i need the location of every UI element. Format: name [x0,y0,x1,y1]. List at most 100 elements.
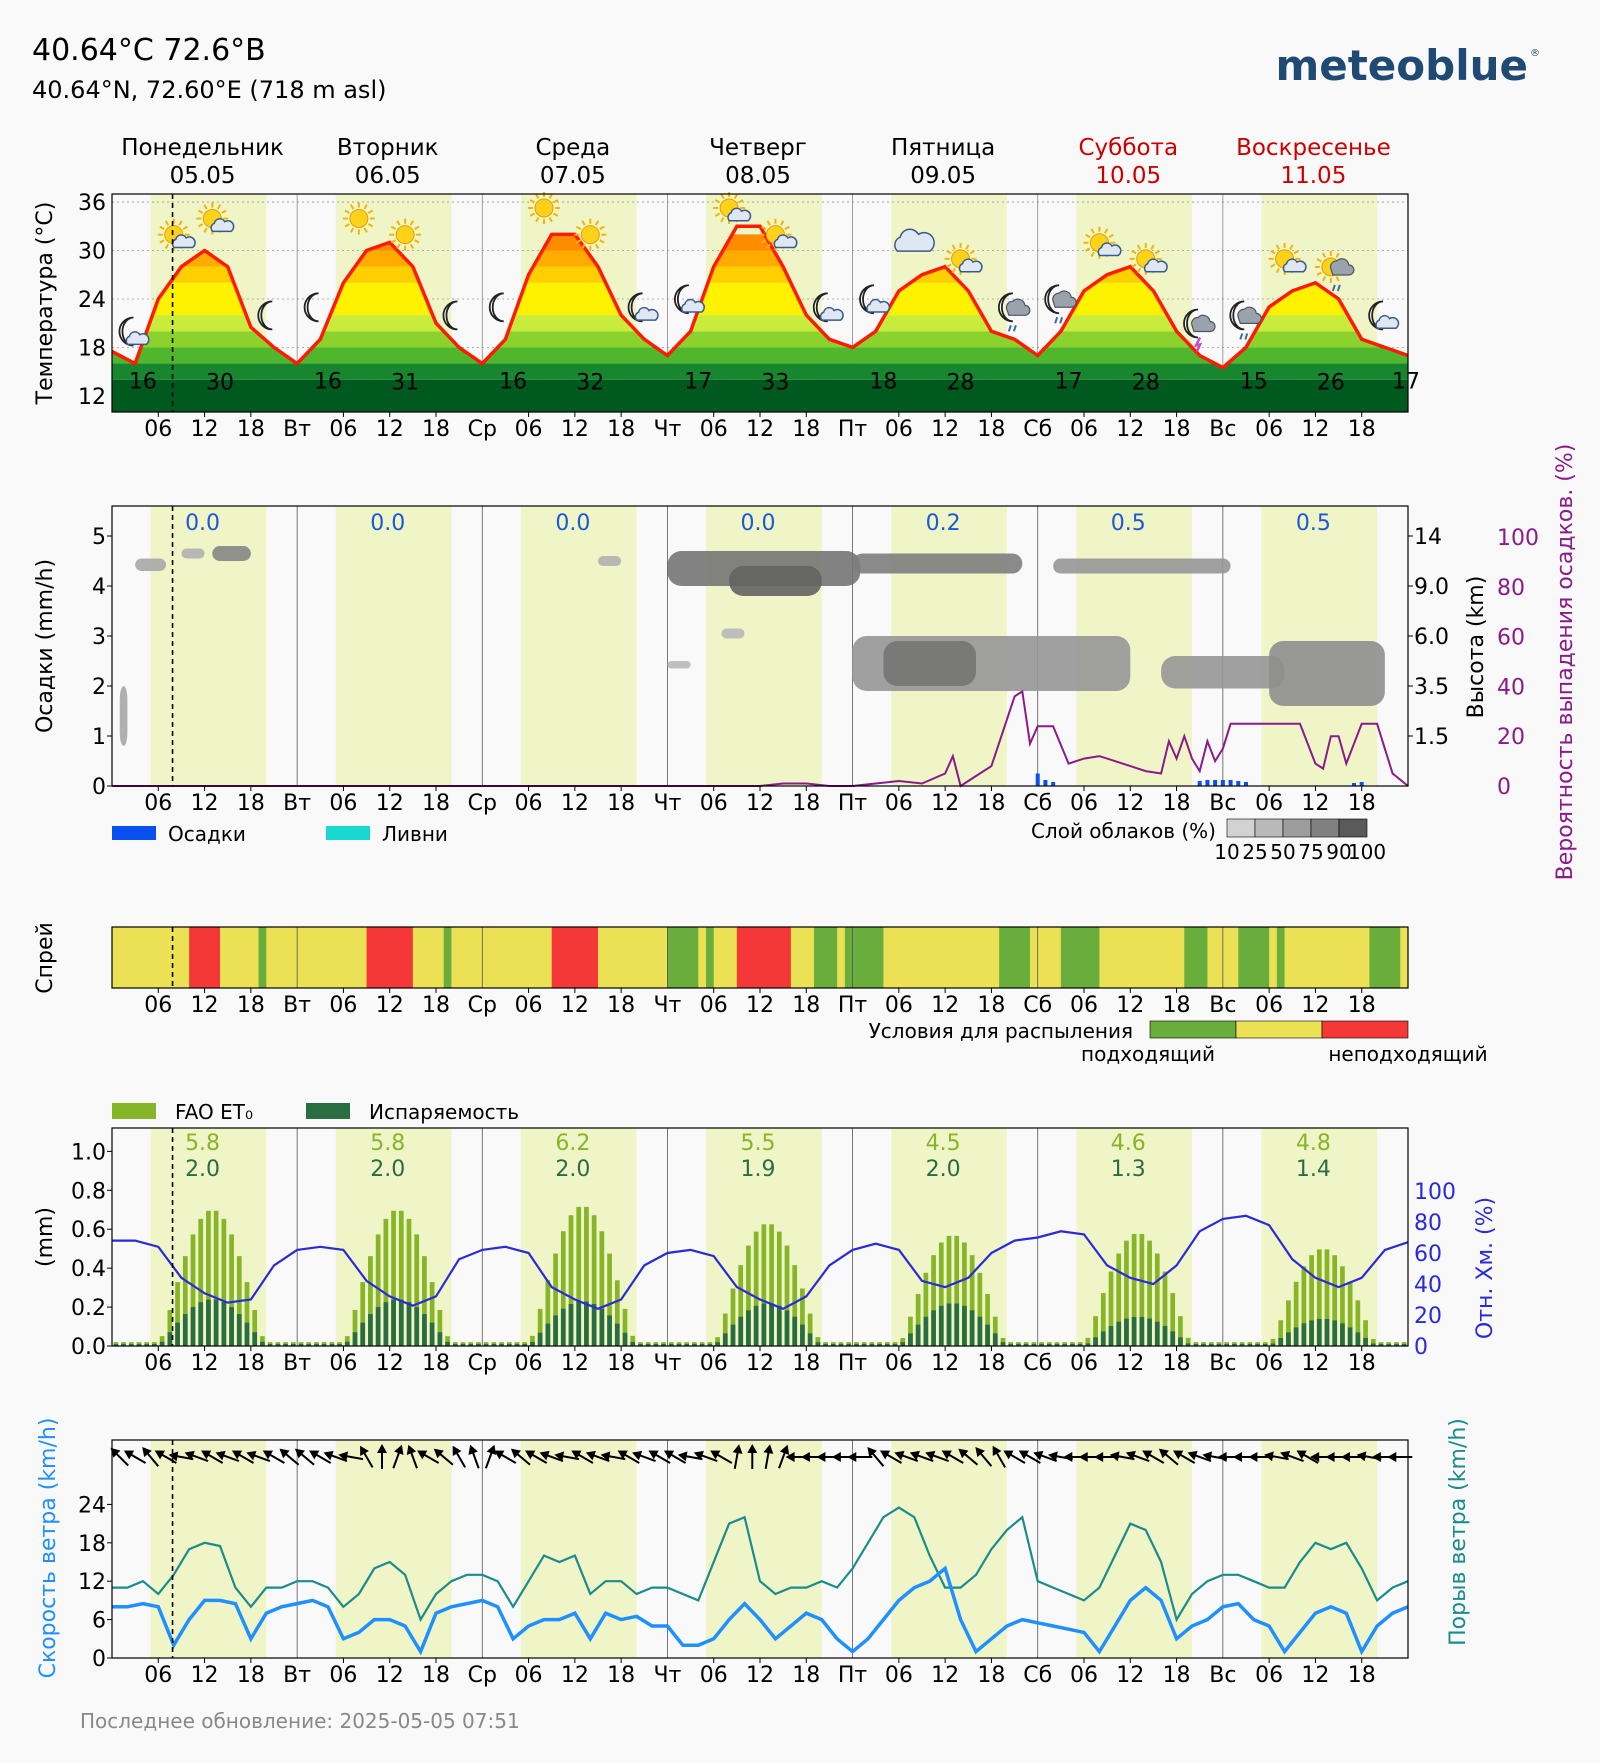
spray-segment [698,927,707,988]
spray-segment [1060,927,1100,988]
et0-bar [414,1234,420,1346]
arrow-head [154,1450,166,1460]
arrow-head [1325,1452,1335,1462]
hour-tick-label: 12 [191,791,219,816]
y-tick-label: 3 [92,625,106,650]
spray-segment [814,927,838,988]
evaporation-bar [1401,1344,1407,1346]
wind-speed-axis-label: Скорость ветра (km/h) [36,1418,61,1679]
et0-bar [607,1253,612,1346]
evaporation-bar [213,1299,219,1346]
wind-direction-arrow [433,1448,454,1466]
arrow-head [262,1450,274,1460]
evaporation-bar [1270,1343,1276,1346]
daily-et0-total: 6.2 [555,1131,590,1156]
et0-bar [252,1309,258,1346]
hour-tick-label: 18 [792,417,820,442]
meteoblue-logo[interactable]: meteoblue [1275,41,1528,90]
cloud-legend-swatch [1282,818,1312,838]
height-tick-label: 6.0 [1414,625,1449,650]
wind-direction-arrow [279,1448,300,1466]
hour-tick-label: 18 [237,993,265,1018]
moon-shape [257,300,273,331]
evaporation-bar [1293,1327,1299,1346]
evaporation-bar [236,1314,242,1346]
hour-tick-label: 18 [792,1351,820,1376]
day-tick-label: Сб [1023,993,1052,1018]
cloud-shape [1282,258,1307,273]
hour-tick-label: 06 [1255,993,1283,1018]
hour-tick-label: 12 [1116,1351,1144,1376]
hour-tick-label: 06 [329,417,357,442]
sun-ray [1131,250,1137,255]
arrow-head [433,1448,444,1459]
hour-tick-label: 18 [607,791,635,816]
temperature-band [112,234,1408,251]
cloud-layer [135,558,166,571]
wind-direction-arrow [539,1450,564,1463]
evaporation-bar [815,1342,821,1346]
cloud-legend-swatch [1310,818,1340,838]
hour-tick-label: 18 [1163,791,1191,816]
daily-evaporation-total: 1.9 [741,1157,776,1182]
daylight-band [520,1440,637,1658]
spray-segment [1238,927,1270,988]
hour-tick-label: 06 [144,1351,172,1376]
spray-segment [883,927,1000,988]
et0-bar [560,1231,566,1346]
hour-tick-label: 18 [792,1663,820,1688]
et0-bar [1286,1300,1291,1346]
day-tick-label: Ср [468,1351,497,1376]
evaporation-bar [452,1344,458,1346]
moon-cloud-icon [627,292,659,323]
evaporation-bar [977,1316,983,1346]
y-tick-label: 30 [78,240,106,265]
evaporation-bar [645,1344,651,1346]
cloud-shape [1097,242,1122,257]
moon-shape [1229,300,1245,331]
sun-ray [969,250,975,255]
arrow-head [1142,1450,1153,1460]
sun-ray [529,199,535,204]
sun-ray [766,220,771,226]
sun-ray [1316,271,1322,276]
cloud-legend-tick: 90 [1326,840,1351,864]
cloud-shape [171,234,196,249]
precipitation-bar [1359,782,1364,786]
sun-ray [535,193,540,199]
cloud-legend-tick: 25 [1242,840,1267,864]
sun-ray [349,204,355,210]
cloud-legend-swatch [1338,818,1368,838]
sun-icon [389,218,422,251]
arrow-head [801,1452,810,1462]
sun-cloud-icon [1268,242,1307,275]
sun-ray [367,223,374,228]
spray-legend-medium [1235,1020,1323,1039]
probability-tick-label: 60 [1497,626,1525,651]
wind-direction-arrow [417,1450,440,1464]
spray-segment [1030,927,1062,988]
wind-direction-arrow [1003,1450,1026,1464]
sun-ray [1321,275,1327,282]
hour-tick-label: 18 [1348,417,1376,442]
evaporation-bar [445,1341,450,1346]
wind-direction-arrow [406,1444,418,1469]
arrow-head [975,1447,985,1458]
daily-precipitation-total: 0.5 [1296,511,1331,536]
hour-tick-label: 06 [144,993,172,1018]
arrow-head [1310,1452,1320,1462]
cloud-shape [1143,258,1168,273]
temperature-label: 18 [869,369,897,394]
humidity-tick-label: 80 [1414,1211,1442,1236]
hour-tick-label: 12 [931,417,959,442]
cloud-shape [727,207,752,222]
hour-tick-label: 06 [700,993,728,1018]
day-tick-label: Чт [653,417,681,442]
hour-tick-label: 18 [1163,1663,1191,1688]
wind-direction-arrow [1142,1450,1165,1464]
et0-bar [429,1282,435,1346]
wind-direction-arrow [867,1447,885,1467]
precipitation-bar [1051,782,1056,786]
arrow-head [406,1444,417,1455]
et0-bar [360,1282,366,1346]
